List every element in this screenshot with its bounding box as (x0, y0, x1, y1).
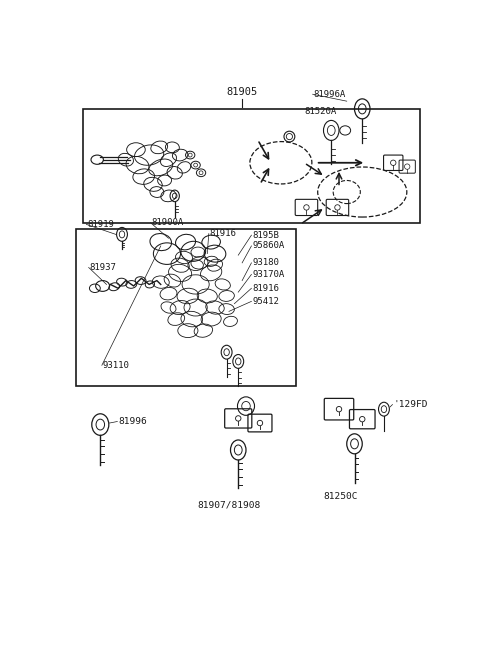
Text: 81916: 81916 (210, 229, 237, 238)
Text: 81520A: 81520A (304, 108, 336, 116)
Text: 81250C: 81250C (324, 491, 358, 501)
Text: 81907/81908: 81907/81908 (197, 501, 261, 510)
Text: 93110: 93110 (103, 361, 130, 370)
Text: '129FD: '129FD (393, 400, 428, 409)
Text: 95412: 95412 (252, 297, 279, 306)
Text: 81996: 81996 (118, 417, 147, 426)
Text: 93170A: 93170A (252, 270, 285, 279)
Text: 81937: 81937 (89, 263, 116, 272)
Text: 81996A: 81996A (313, 90, 346, 99)
Text: 8195B: 8195B (252, 231, 279, 240)
Text: 81900A: 81900A (152, 218, 184, 227)
Text: 93180: 93180 (252, 258, 279, 267)
Text: 81916: 81916 (252, 284, 279, 293)
Text: 95860A: 95860A (252, 241, 285, 250)
Text: 81919: 81919 (87, 220, 114, 229)
Bar (75, 229, 296, 386)
Text: 81905: 81905 (227, 87, 258, 97)
Bar (83, 109, 420, 223)
